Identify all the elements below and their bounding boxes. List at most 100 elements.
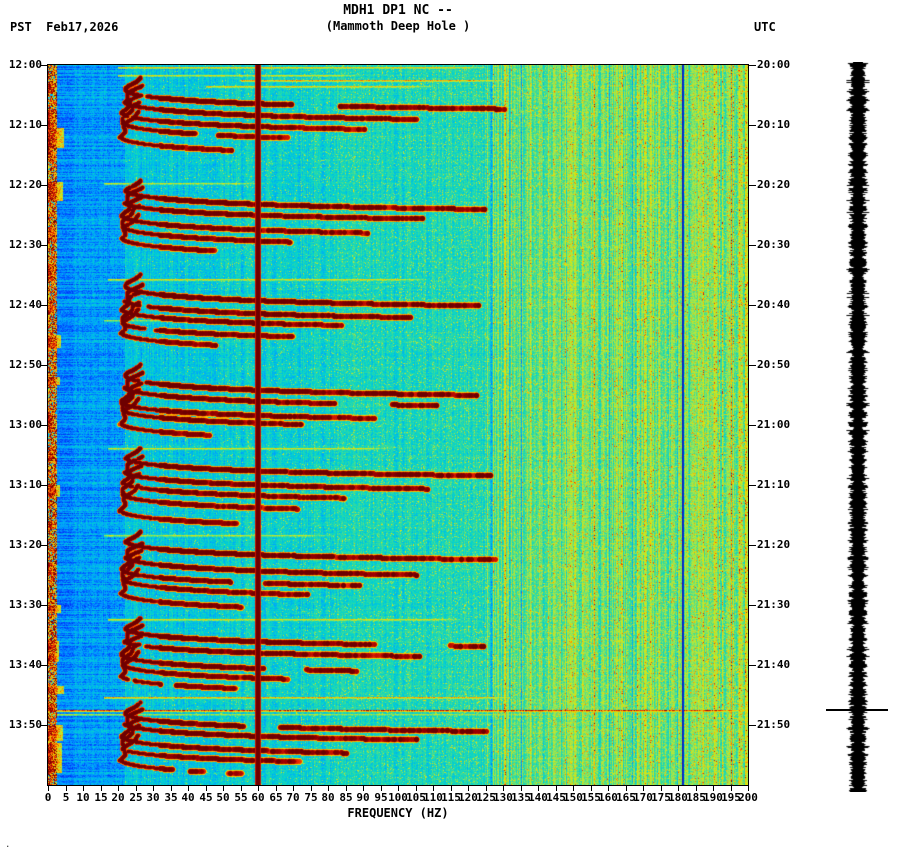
- tick-mark-bottom: [223, 786, 224, 791]
- tick-mark-left: [40, 545, 47, 546]
- tick-mark-bottom: [293, 786, 294, 791]
- tick-mark-left: [40, 725, 47, 726]
- time-label-right: 21:50: [757, 718, 791, 731]
- tick-mark-bottom: [206, 786, 207, 791]
- freq-label: 10: [76, 791, 90, 804]
- tick-mark-bottom: [101, 786, 102, 791]
- freq-label: 80: [321, 791, 335, 804]
- tick-mark-bottom: [153, 786, 154, 791]
- tick-mark-bottom: [573, 786, 574, 791]
- tick-mark-bottom: [468, 786, 469, 791]
- time-label-right: 20:50: [757, 358, 791, 371]
- tick-mark-left: [40, 125, 47, 126]
- freq-label: 180: [668, 791, 688, 804]
- left-timezone-label: PST Feb17,2026: [10, 20, 119, 34]
- right-timezone-label: UTC: [754, 20, 776, 34]
- freq-label: 160: [598, 791, 618, 804]
- tick-mark-left: [40, 425, 47, 426]
- tick-mark-bottom: [241, 786, 242, 791]
- tick-mark-bottom: [48, 786, 49, 791]
- freq-label: 150: [563, 791, 583, 804]
- tick-mark-left: [40, 605, 47, 606]
- tick-mark-bottom: [591, 786, 592, 791]
- freq-label: 55: [234, 791, 248, 804]
- freq-label: 130: [493, 791, 513, 804]
- tick-mark-bottom: [311, 786, 312, 791]
- time-label-right: 20:00: [757, 58, 791, 71]
- tick-mark-left: [40, 485, 47, 486]
- freq-label: 45: [199, 791, 213, 804]
- tick-mark-left: [40, 305, 47, 306]
- tick-mark-left: [40, 245, 47, 246]
- freq-label: 65: [269, 791, 283, 804]
- freq-label: 190: [703, 791, 723, 804]
- tick-mark-bottom: [731, 786, 732, 791]
- tick-mark-right: [749, 185, 756, 186]
- event-marker-line: [826, 709, 888, 711]
- tick-mark-bottom: [416, 786, 417, 791]
- time-label-right: 21:40: [757, 658, 791, 671]
- freq-label: 125: [476, 791, 496, 804]
- tick-mark-bottom: [538, 786, 539, 791]
- time-label-right: 21:20: [757, 538, 791, 551]
- tick-mark-bottom: [643, 786, 644, 791]
- tick-mark-bottom: [521, 786, 522, 791]
- time-label-left: 13:20: [8, 538, 42, 551]
- freq-label: 100: [388, 791, 408, 804]
- time-label-left: 13:50: [8, 718, 42, 731]
- freq-label: 15: [94, 791, 108, 804]
- freq-label: 30: [146, 791, 160, 804]
- time-label-left: 13:30: [8, 598, 42, 611]
- freq-label: 195: [721, 791, 741, 804]
- time-label-right: 21:00: [757, 418, 791, 431]
- freq-label: 90: [356, 791, 370, 804]
- freq-label: 140: [528, 791, 548, 804]
- freq-label: 145: [546, 791, 566, 804]
- amplitude-strip-canvas: [846, 62, 870, 792]
- freq-label: 170: [633, 791, 653, 804]
- tick-mark-bottom: [713, 786, 714, 791]
- freq-label: 20: [111, 791, 125, 804]
- tick-mark-bottom: [608, 786, 609, 791]
- time-label-left: 12:10: [8, 118, 42, 131]
- tick-mark-right: [749, 365, 756, 366]
- time-label-right: 20:20: [757, 178, 791, 191]
- tick-mark-bottom: [696, 786, 697, 791]
- tick-mark-left: [40, 665, 47, 666]
- tick-mark-left: [40, 185, 47, 186]
- freq-label: 25: [129, 791, 143, 804]
- tick-mark-bottom: [556, 786, 557, 791]
- plot-frame: [47, 64, 749, 786]
- time-label-left: 12:50: [8, 358, 42, 371]
- freq-label: 135: [511, 791, 531, 804]
- freq-label: 175: [651, 791, 671, 804]
- freq-label: 110: [423, 791, 443, 804]
- time-label-right: 20:40: [757, 298, 791, 311]
- time-label-left: 12:40: [8, 298, 42, 311]
- spectrogram-canvas: [48, 65, 748, 785]
- tick-mark-right: [749, 665, 756, 666]
- tick-mark-bottom: [503, 786, 504, 791]
- tick-mark-bottom: [171, 786, 172, 791]
- tick-mark-bottom: [328, 786, 329, 791]
- tick-mark-right: [749, 65, 756, 66]
- tick-mark-right: [749, 725, 756, 726]
- time-label-left: 12:00: [8, 58, 42, 71]
- freq-label: 165: [616, 791, 636, 804]
- tick-mark-bottom: [748, 786, 749, 791]
- time-label-right: 21:10: [757, 478, 791, 491]
- frequency-axis-label: FREQUENCY (HZ): [347, 806, 449, 820]
- freq-label: 120: [458, 791, 478, 804]
- tick-mark-right: [749, 125, 756, 126]
- freq-label: 40: [181, 791, 195, 804]
- freq-label: 75: [304, 791, 318, 804]
- tick-mark-left: [40, 365, 47, 366]
- time-label-left: 13:10: [8, 478, 42, 491]
- tick-mark-right: [749, 425, 756, 426]
- tick-mark-bottom: [433, 786, 434, 791]
- corner-mark: .: [5, 840, 11, 850]
- tick-mark-bottom: [381, 786, 382, 791]
- tick-mark-bottom: [258, 786, 259, 791]
- tick-mark-bottom: [678, 786, 679, 791]
